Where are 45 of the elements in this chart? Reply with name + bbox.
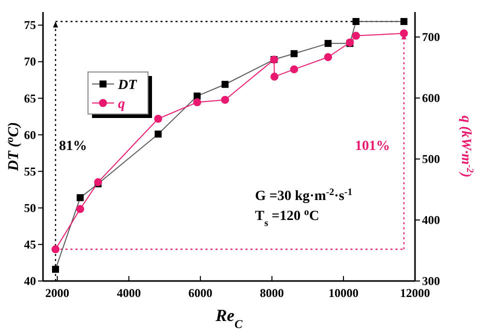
x-tick-label: 10000 (328, 286, 358, 300)
point (352, 32, 360, 40)
y-tick-label: 65 (24, 91, 36, 106)
point (52, 245, 60, 254)
y2-tick-label: 400 (422, 213, 440, 227)
point (400, 18, 408, 26)
point (324, 40, 332, 47)
point (154, 130, 162, 138)
y-tick-label: 60 (24, 128, 36, 142)
point (221, 96, 230, 104)
point (52, 266, 60, 273)
annotation: 101% (355, 139, 390, 154)
point (400, 29, 408, 38)
x-tick-label: 8000 (260, 286, 284, 300)
x-tick-label: 4000 (116, 286, 141, 300)
y-tick-label: 70 (24, 54, 36, 69)
y2-tick-label: 500 (422, 152, 440, 166)
y2-tick-label: 700 (422, 30, 440, 44)
point (194, 92, 201, 100)
point (193, 98, 202, 106)
point (76, 205, 84, 214)
y-tick-label: 50 (24, 200, 36, 215)
x-tick-label: 12000 (400, 286, 430, 300)
legend-label: DT (117, 78, 138, 93)
point (270, 72, 278, 81)
point (352, 18, 360, 26)
point (76, 194, 84, 202)
point (324, 53, 332, 62)
point (290, 50, 298, 58)
legend-label: q (118, 97, 125, 112)
y2-tick-label: 300 (422, 274, 440, 288)
y-tick-label: 75 (24, 18, 36, 32)
annotation: 81% (59, 139, 87, 154)
annotation: T$_{s}$ =120 $^{o}$C (255, 206, 320, 228)
annotation: G =30 kg·m$^{-2}$·s$^{-1}$ (255, 186, 353, 204)
x-axis-title: Re$_{C}$ (214, 306, 244, 331)
point (222, 80, 229, 88)
x-tick-label: 2000 (45, 286, 70, 300)
y-tick-label: 40 (24, 274, 36, 288)
point (290, 65, 298, 74)
x-tick-label: 6000 (188, 286, 212, 300)
point (154, 114, 162, 123)
y-tick-label: 45 (24, 237, 36, 252)
y-tick-label: 55 (24, 164, 36, 178)
y2-tick-label: 600 (422, 91, 440, 106)
